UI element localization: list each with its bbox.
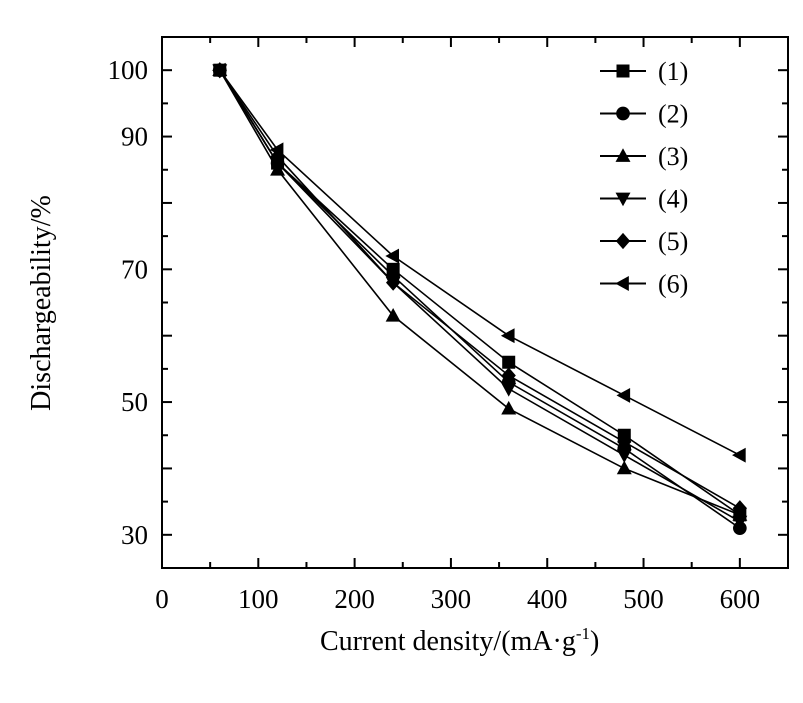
series-line-5 [219, 69, 741, 509]
legend: (1) (2) (3) (4) (5) (6) [600, 57, 688, 299]
data-point [617, 433, 632, 451]
x-tick-label: 500 [623, 584, 664, 614]
data-point [501, 382, 517, 397]
legend-item-1: (1) [600, 57, 688, 86]
x-tick-label: 100 [238, 584, 279, 614]
data-point [211, 62, 226, 78]
x-tick-label: 400 [527, 584, 568, 614]
axes: 0 100 200 300 400 500 600 30 50 70 90 100 [108, 36, 789, 614]
y-tick-label: 70 [121, 254, 148, 284]
legend-marker [615, 276, 629, 291]
data-point [269, 142, 284, 158]
legend-label: (6) [658, 270, 688, 299]
x-tick-label: 600 [720, 584, 761, 614]
legend-marker [615, 148, 631, 162]
legend-item-6: (6) [600, 270, 688, 299]
x-axis-title: Current density/(mA·g-1) [320, 624, 599, 657]
legend-label: (2) [658, 100, 688, 129]
x-tick-label: 300 [431, 584, 472, 614]
data-point [616, 449, 632, 463]
data-point [385, 274, 401, 291]
legend-label: (3) [658, 142, 688, 171]
data-point [502, 355, 516, 369]
y-axis-title: Dischargeability/% [26, 195, 57, 411]
legend-item-4: (4) [600, 185, 688, 214]
data-point [500, 328, 515, 344]
y-tick-label: 100 [108, 55, 149, 85]
plot-frame [161, 36, 789, 569]
data-point [732, 447, 746, 463]
legend-marker [615, 232, 631, 250]
legend-marker [616, 64, 630, 78]
legend-label: (4) [658, 185, 688, 214]
y-tick-label: 50 [121, 387, 148, 417]
data-point [732, 500, 747, 517]
legend-label: (5) [658, 227, 688, 256]
series-line-6 [219, 69, 741, 456]
series-line-4 [219, 69, 741, 523]
series-6 [211, 62, 746, 463]
legend-item-5: (5) [600, 227, 688, 256]
series-layer [211, 62, 748, 535]
data-point [616, 387, 631, 403]
legend-marker [616, 106, 630, 121]
legend-marker [615, 192, 631, 207]
legend-item-3: (3) [600, 142, 688, 171]
data-point [385, 307, 401, 322]
legend-item-2: (2) [600, 100, 688, 129]
x-tick-label: 0 [155, 584, 169, 614]
y-tick-label: 30 [121, 520, 148, 550]
data-point [501, 400, 517, 415]
data-point [732, 515, 748, 530]
data-point [501, 367, 516, 384]
y-tick-label: 90 [121, 122, 148, 152]
data-point [616, 460, 632, 475]
data-point [385, 248, 399, 264]
series-line-2 [219, 69, 741, 529]
x-tick-label: 200 [334, 584, 375, 614]
series-line-3 [219, 69, 741, 516]
legend-label: (1) [658, 57, 688, 86]
